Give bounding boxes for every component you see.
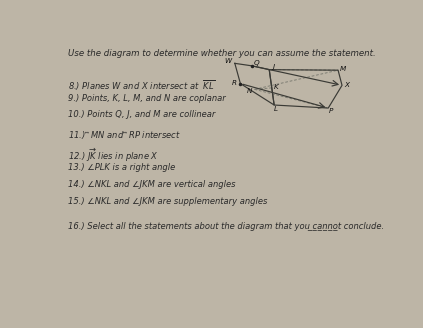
Text: 14.) ∠NKL and ∠JKM are vertical angles: 14.) ∠NKL and ∠JKM are vertical angles <box>68 179 235 189</box>
Text: K: K <box>273 84 278 90</box>
Text: N: N <box>247 88 252 94</box>
Text: 8.) Planes W and X intersect at  $\overline{KL}$: 8.) Planes W and X intersect at $\overli… <box>68 78 215 92</box>
Text: 13.) ∠PLK is a right angle: 13.) ∠PLK is a right angle <box>68 163 175 172</box>
Text: 9.) Points, K, L, M, and N are coplanar: 9.) Points, K, L, M, and N are coplanar <box>68 94 225 103</box>
Text: W: W <box>225 58 232 64</box>
Text: Q: Q <box>253 60 259 66</box>
Text: P: P <box>329 108 333 114</box>
Text: M: M <box>340 66 346 72</box>
Text: 10.) Points Q, J, and M are collinear: 10.) Points Q, J, and M are collinear <box>68 110 215 119</box>
Text: Use the diagram to determine whether you can assume the statement.: Use the diagram to determine whether you… <box>68 50 375 58</box>
Text: 12.) $\overrightarrow{JK}$ lies in plane X: 12.) $\overrightarrow{JK}$ lies in plane… <box>68 147 159 164</box>
Text: L: L <box>273 106 277 112</box>
Text: X: X <box>345 82 350 88</box>
Text: 15.) ∠NKL and ∠JKM are supplementary angles: 15.) ∠NKL and ∠JKM are supplementary ang… <box>68 197 267 206</box>
Text: R: R <box>232 80 237 86</box>
Text: 11.) $\overleftrightarrow{MN}$ and $\overleftrightarrow{RP}$ intersect: 11.) $\overleftrightarrow{MN}$ and $\ove… <box>68 129 181 141</box>
Text: J: J <box>272 64 274 70</box>
Text: 16.) Select all the statements about the diagram that you ̲c̲a̲n̲n̲o̲t conclude.: 16.) Select all the statements about the… <box>68 222 384 232</box>
